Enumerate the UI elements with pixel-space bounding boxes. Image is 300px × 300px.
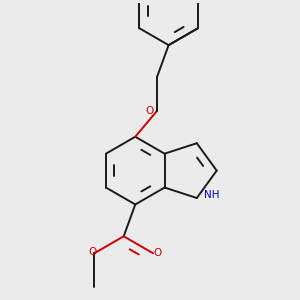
Text: O: O [88,247,97,257]
Text: NH: NH [204,190,220,200]
Text: O: O [145,106,154,116]
Text: O: O [153,248,161,258]
